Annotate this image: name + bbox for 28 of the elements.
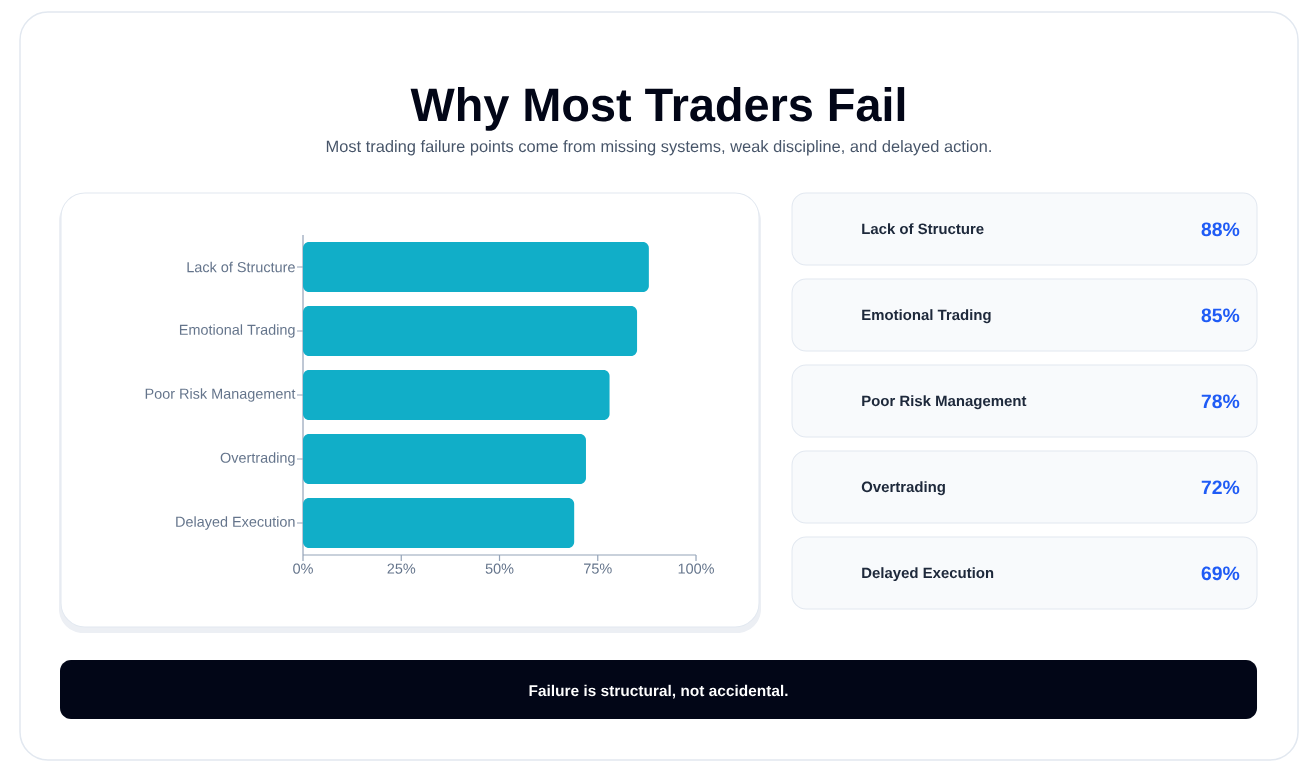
bar (303, 434, 586, 484)
text: Delayed Execution (862, 567, 994, 582)
text: 72% (1201, 480, 1240, 495)
text: 85% (1201, 308, 1240, 323)
y-tick-label: Emotional Trading (179, 324, 295, 338)
y-tick-label: Lack of Structure (187, 261, 295, 273)
bar (303, 370, 610, 420)
bar (303, 498, 575, 548)
chart-title: Why Most Traders Fail (410, 87, 905, 131)
y-tick-label: Poor Risk Management (145, 388, 296, 402)
text: 69% (1201, 566, 1240, 581)
x-tick-label: 75% (584, 563, 612, 574)
chart-subtitle: Most trading failure points come from missing systems, weak discipline, and delayed action. (326, 140, 991, 156)
text: Emotional Trading (862, 309, 991, 324)
x-tick-label: 0% (293, 563, 313, 574)
text: Lack of Structure (862, 223, 984, 235)
text: Overtrading (861, 481, 945, 496)
bar (303, 306, 638, 356)
text: Poor Risk Management (862, 395, 1027, 410)
text: Failure is structural, not accidental. (529, 684, 788, 699)
x-tick-label: 100% (678, 563, 714, 574)
text: 88% (1201, 222, 1240, 237)
text: 78% (1201, 394, 1240, 409)
y-tick-label: Delayed Execution (176, 516, 295, 530)
x-tick-label: 50% (485, 563, 514, 574)
x-tick-label: 25% (387, 563, 416, 574)
bar (303, 242, 649, 292)
y-tick-label: Overtrading (220, 452, 295, 466)
